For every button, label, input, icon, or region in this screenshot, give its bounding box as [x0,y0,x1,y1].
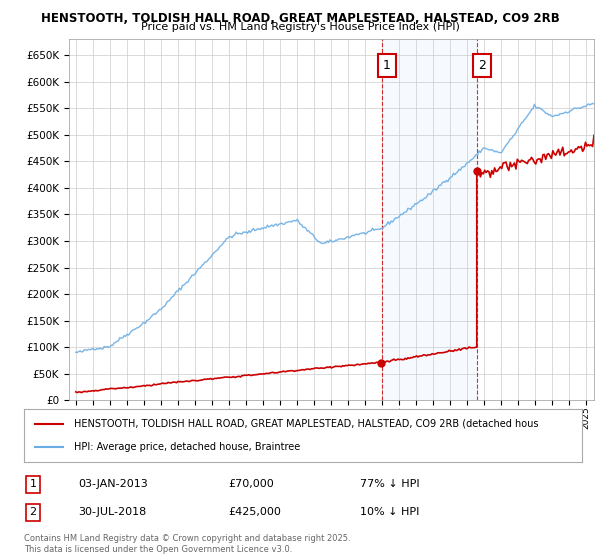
Bar [382,39,477,400]
Text: 03-JAN-2013: 03-JAN-2013 [78,479,148,489]
Text: 10% ↓ HPI: 10% ↓ HPI [360,507,419,517]
Text: HENSTOOTH, TOLDISH HALL ROAD, GREAT MAPLESTEAD, HALSTEAD, CO9 2RB: HENSTOOTH, TOLDISH HALL ROAD, GREAT MAPL… [41,12,559,25]
Text: HENSTOOTH, TOLDISH HALL ROAD, GREAT MAPLESTEAD, HALSTEAD, CO9 2RB (detached hous: HENSTOOTH, TOLDISH HALL ROAD, GREAT MAPL… [74,419,539,429]
Text: Price paid vs. HM Land Registry's House Price Index (HPI): Price paid vs. HM Land Registry's House … [140,22,460,32]
Text: 2: 2 [29,507,37,517]
Text: 30-JUL-2018: 30-JUL-2018 [78,507,146,517]
Text: Contains HM Land Registry data © Crown copyright and database right 2025.: Contains HM Land Registry data © Crown c… [24,534,350,543]
Text: 77% ↓ HPI: 77% ↓ HPI [360,479,419,489]
Text: 1: 1 [29,479,37,489]
Text: £425,000: £425,000 [228,507,281,517]
Text: This data is licensed under the Open Government Licence v3.0.: This data is licensed under the Open Gov… [24,545,292,554]
Text: £70,000: £70,000 [228,479,274,489]
Text: 2: 2 [478,59,486,72]
Text: 1: 1 [383,59,391,72]
Text: HPI: Average price, detached house, Braintree: HPI: Average price, detached house, Brai… [74,442,301,452]
